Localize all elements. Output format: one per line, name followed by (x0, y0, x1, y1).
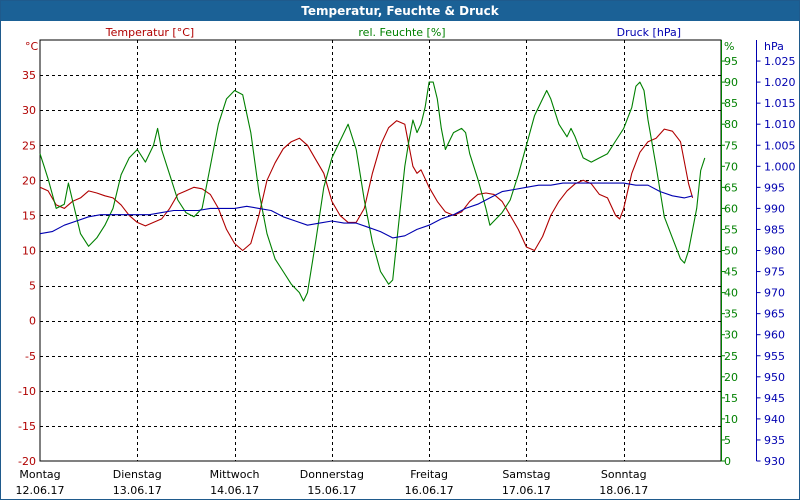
pressure-tick-label: 1.015 (764, 97, 796, 110)
x-tick-date-label: 15.06.17 (307, 484, 356, 497)
humidity-tick-label: 25 (724, 350, 738, 363)
x-tick-date-label: 13.06.17 (113, 484, 162, 497)
humidity-tick-label: 95 (724, 55, 738, 68)
temperature-tick-label: 0 (29, 315, 36, 328)
temperature-tick-label: 35 (22, 69, 36, 82)
humidity-tick-label: 75 (724, 139, 738, 152)
x-tick-day-label: Donnerstag (300, 468, 364, 481)
legend-label-pressure: Druck [hPa] (617, 26, 681, 39)
pressure-tick-label: 990 (764, 202, 785, 215)
x-tick-date-label: 12.06.17 (16, 484, 65, 497)
temperature-tick-label: 15 (22, 209, 36, 222)
legend-label-humidity: rel. Feuchte [%] (358, 26, 445, 39)
pressure-tick-label: 985 (764, 223, 785, 236)
x-tick-day-label: Sonntag (601, 468, 647, 481)
pressure-tick-label: 975 (764, 266, 785, 279)
x-tick-day-label: Montag (19, 468, 60, 481)
x-tick-date-label: 18.06.17 (599, 484, 648, 497)
pressure-tick-label: 995 (764, 181, 785, 194)
temperature-tick-label: -20 (18, 455, 36, 468)
series-line-humidity (39, 81, 706, 302)
humidity-tick-label: 70 (724, 160, 738, 173)
humidity-tick-label: 10 (724, 413, 738, 426)
x-tick-day-label: Dienstag (113, 468, 162, 481)
humidity-tick-label: 60 (724, 202, 738, 215)
humidity-tick-label: 85 (724, 97, 738, 110)
series (39, 81, 706, 302)
pressure-tick-label: 930 (764, 455, 785, 468)
pressure-tick-label: 965 (764, 308, 785, 321)
humidity-tick-label: 55 (724, 223, 738, 236)
pressure-tick-label: 1.020 (764, 76, 796, 89)
temperature-tick-label: 30 (22, 104, 36, 117)
temperature-tick-label: -5 (25, 350, 36, 363)
grid (39, 39, 722, 462)
chart-title: Temperatur, Feuchte & Druck (1, 1, 799, 21)
humidity-tick-label: 50 (724, 245, 738, 258)
x-tick-day-label: Samstag (502, 468, 550, 481)
pressure-tick-label: 955 (764, 350, 785, 363)
humidity-tick-label: 15 (724, 392, 738, 405)
pressure-tick-label: 1.025 (764, 55, 796, 68)
temperature-tick-label: 20 (22, 174, 36, 187)
pressure-tick-label: 1.010 (764, 118, 796, 131)
pressure-tick-label: 950 (764, 371, 785, 384)
temperature-unit-label: °C (25, 40, 39, 53)
humidity-tick-label: 45 (724, 266, 738, 279)
plot-border (39, 39, 722, 462)
pressure-tick-label: 940 (764, 413, 785, 426)
humidity-tick-label: 80 (724, 118, 738, 131)
series-line-temperature (39, 120, 694, 252)
temperature-tick-label: 10 (22, 245, 36, 258)
temperature-tick-label: 5 (29, 280, 36, 293)
humidity-tick-label: 65 (724, 181, 738, 194)
temperature-tick-label: 25 (22, 139, 36, 152)
humidity-tick-label: 20 (724, 371, 738, 384)
x-tick-day-label: Freitag (410, 468, 448, 481)
humidity-unit-label: % (724, 40, 734, 53)
humidity-tick-label: 40 (724, 287, 738, 300)
x-tick-date-label: 14.06.17 (210, 484, 259, 497)
humidity-tick-label: 35 (724, 308, 738, 321)
humidity-tick-label: 0 (724, 455, 731, 468)
temperature-tick-label: -10 (18, 385, 36, 398)
humidity-tick-label: 5 (724, 434, 731, 447)
temperature-tick-label: -15 (18, 420, 36, 433)
pressure-tick-label: 945 (764, 392, 785, 405)
legend-label-temperature: Temperatur [°C] (105, 26, 194, 39)
pressure-unit-label: hPa (764, 40, 784, 53)
pressure-tick-label: 935 (764, 434, 785, 447)
humidity-tick-label: 90 (724, 76, 738, 89)
pressure-tick-label: 1.005 (764, 139, 796, 152)
pressure-tick-label: 970 (764, 287, 785, 300)
pressure-tick-label: 960 (764, 329, 785, 342)
legend: Temperatur [°C] rel. Feuchte [%] Druck [hP… (105, 26, 681, 39)
humidity-tick-label: 30 (724, 329, 738, 342)
x-tick-date-label: 17.06.17 (502, 484, 551, 497)
x-tick-date-label: 16.06.17 (405, 484, 454, 497)
pressure-tick-label: 1.000 (764, 160, 796, 173)
x-tick-day-label: Mittwoch (210, 468, 260, 481)
pressure-tick-label: 980 (764, 245, 785, 258)
series-line-pressure (39, 182, 693, 239)
axes: -20 -15 -10 -5 0 5 10 15 20 25 30 35 °C 0 5 10 15 20 25 30 3… (16, 40, 796, 497)
